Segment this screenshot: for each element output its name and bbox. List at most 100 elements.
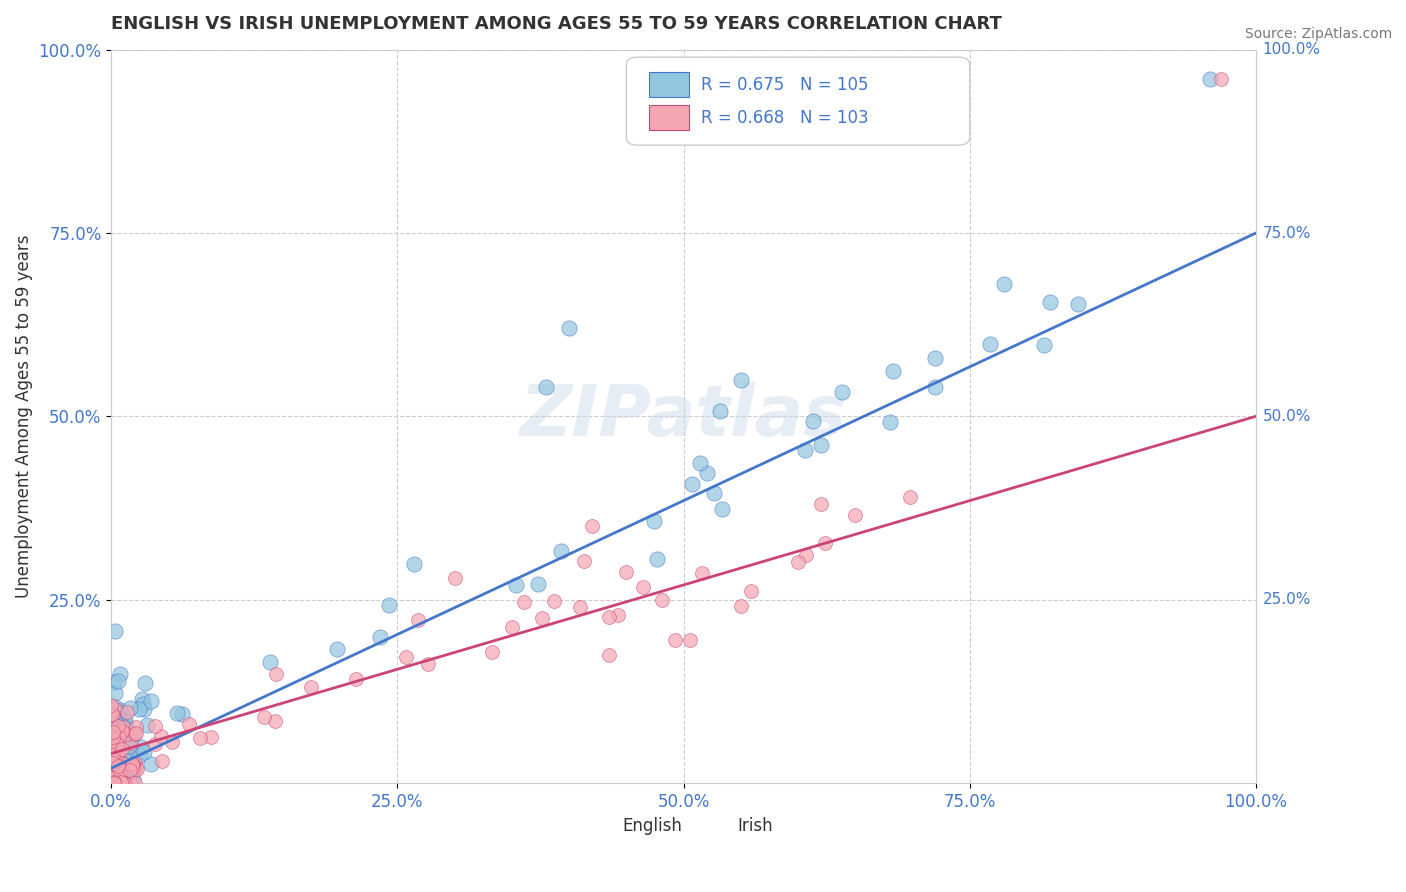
Irish <box>112 720 135 734</box>
Irish <box>101 732 124 747</box>
English <box>105 747 128 761</box>
Irish <box>124 727 146 741</box>
Irish <box>125 720 148 734</box>
Bar <box>650 72 689 97</box>
Irish <box>101 708 124 723</box>
Irish <box>101 724 124 739</box>
English <box>120 776 142 790</box>
English <box>136 717 159 731</box>
Irish <box>143 719 166 733</box>
Irish <box>614 566 637 580</box>
Text: Irish: Irish <box>737 817 773 835</box>
English <box>128 747 150 762</box>
English <box>108 756 131 771</box>
Irish <box>443 571 465 585</box>
English <box>112 747 135 762</box>
Irish <box>501 620 523 634</box>
English <box>141 694 163 708</box>
English <box>112 753 135 767</box>
Irish <box>111 776 134 790</box>
Irish <box>112 776 135 790</box>
English <box>103 723 125 738</box>
English <box>924 380 946 394</box>
English <box>132 745 155 759</box>
English <box>112 756 135 771</box>
Irish <box>121 757 143 772</box>
Irish <box>104 739 127 753</box>
Irish <box>104 743 127 757</box>
Irish <box>105 738 128 752</box>
English <box>803 414 825 428</box>
Text: 75.0%: 75.0% <box>1263 226 1310 241</box>
English <box>120 700 142 714</box>
Irish <box>416 657 439 672</box>
English <box>368 630 391 644</box>
English <box>139 756 162 771</box>
English <box>831 385 853 400</box>
Irish <box>101 723 124 737</box>
Irish <box>543 594 565 608</box>
English <box>114 717 136 731</box>
Irish <box>111 776 134 790</box>
FancyBboxPatch shape <box>626 57 970 145</box>
Irish <box>898 490 921 504</box>
Irish <box>530 611 553 625</box>
Irish <box>188 731 211 746</box>
English <box>129 740 152 755</box>
English <box>709 404 731 418</box>
English <box>112 719 135 733</box>
Irish <box>118 776 141 790</box>
Y-axis label: Unemployment Among Ages 55 to 59 years: Unemployment Among Ages 55 to 59 years <box>15 235 32 599</box>
Text: 100.0%: 100.0% <box>1263 42 1320 57</box>
Irish <box>101 707 124 722</box>
Irish <box>107 746 129 760</box>
Text: 50.0%: 50.0% <box>1263 409 1310 424</box>
Irish <box>108 769 131 783</box>
English <box>101 758 124 772</box>
Irish <box>125 762 148 776</box>
Irish <box>664 632 686 647</box>
Irish <box>103 776 125 790</box>
English <box>103 713 125 727</box>
English <box>114 723 136 737</box>
Irish <box>111 742 134 756</box>
English <box>107 705 129 719</box>
Irish <box>651 593 673 607</box>
English <box>103 675 125 690</box>
Irish <box>690 566 713 581</box>
English <box>643 514 665 528</box>
English <box>924 351 946 366</box>
English <box>1067 297 1090 311</box>
Irish <box>252 710 274 724</box>
Irish <box>107 743 129 757</box>
English <box>101 737 124 751</box>
English <box>108 776 131 790</box>
Irish <box>598 648 620 662</box>
Irish <box>120 735 142 749</box>
Irish <box>794 548 817 562</box>
Irish <box>124 756 146 771</box>
Irish <box>105 776 128 790</box>
English <box>696 467 718 481</box>
Irish <box>481 645 503 659</box>
English <box>128 701 150 715</box>
English <box>104 776 127 790</box>
English <box>122 760 145 774</box>
Irish <box>598 610 620 624</box>
Irish <box>108 764 131 778</box>
Text: ENGLISH VS IRISH UNEMPLOYMENT AMONG AGES 55 TO 59 YEARS CORRELATION CHART: ENGLISH VS IRISH UNEMPLOYMENT AMONG AGES… <box>111 15 1002 33</box>
English <box>112 771 135 785</box>
Irish <box>103 756 125 770</box>
English <box>104 751 127 765</box>
Irish <box>101 762 124 776</box>
Irish <box>101 768 124 782</box>
English <box>103 721 125 735</box>
English <box>645 552 668 566</box>
Irish <box>810 497 832 511</box>
Bar <box>706 818 731 834</box>
English <box>112 721 135 735</box>
English <box>107 759 129 773</box>
Irish <box>101 745 124 759</box>
English <box>101 724 124 739</box>
English <box>115 726 138 740</box>
